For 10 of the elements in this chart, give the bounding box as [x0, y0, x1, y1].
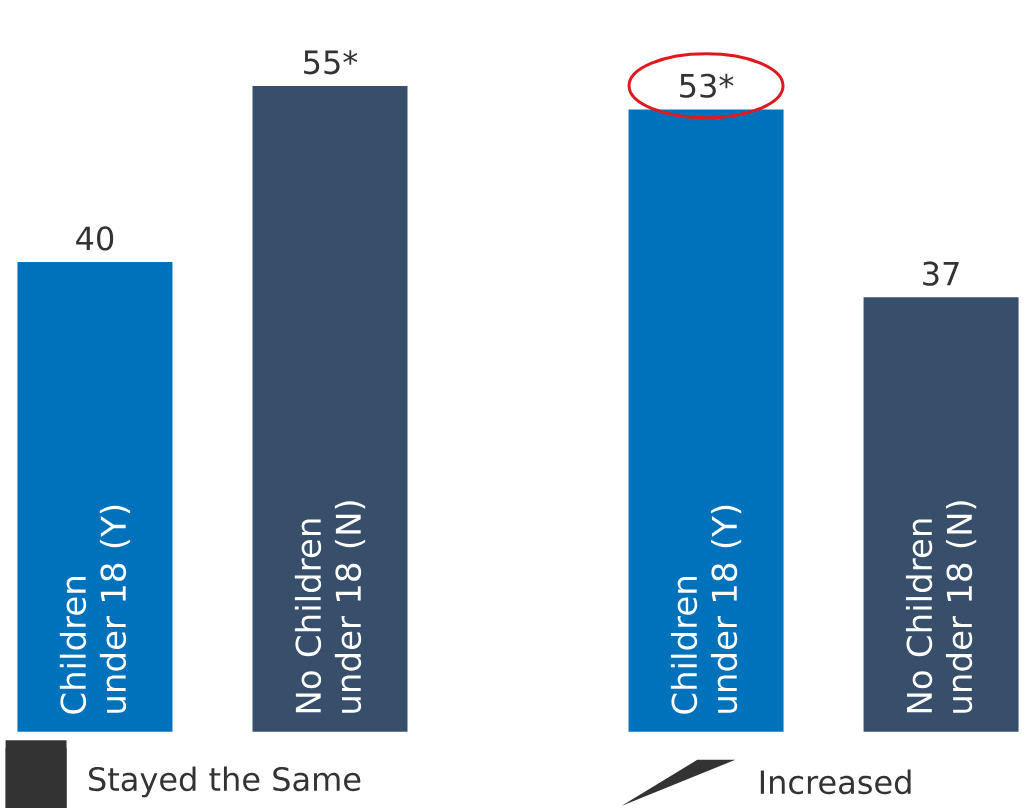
data-label: 53*: [680, 73, 734, 98]
data-label: 37: [923, 261, 959, 286]
data-label: 40: [76, 226, 114, 251]
x-tick-label: No Children under 18 (N): [905, 501, 977, 713]
x-tick-label: No Children under 18 (N): [294, 501, 366, 713]
x-tick-label: Children under 18 (Y): [59, 505, 131, 714]
x-tick-label: Children under 18 (Y): [670, 505, 742, 714]
text: Stayed the Same: [89, 766, 361, 798]
text: Increased: [760, 769, 911, 795]
data-label: 55*: [304, 50, 358, 75]
